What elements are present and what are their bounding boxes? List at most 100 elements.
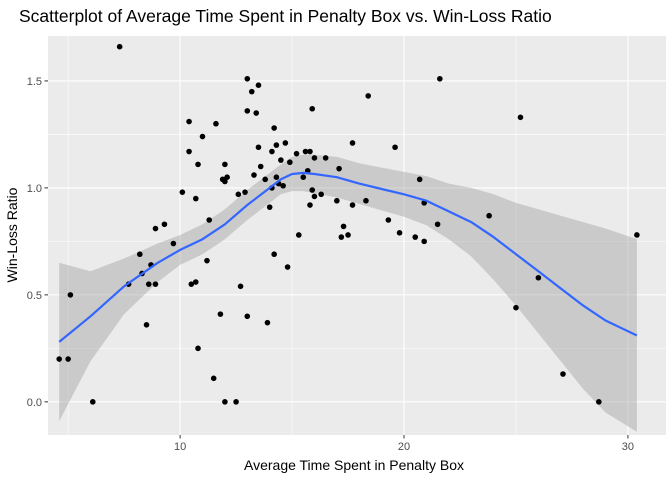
data-point <box>271 251 277 258</box>
minor-gridlines <box>48 36 666 435</box>
data-point <box>145 281 152 287</box>
y-tick-label: 0.5 <box>27 290 42 302</box>
data-point <box>412 234 419 240</box>
data-point <box>143 322 150 328</box>
data-point <box>273 142 280 148</box>
plot-panel <box>48 36 666 435</box>
data-point <box>392 144 398 151</box>
data-point <box>253 110 260 116</box>
data-point <box>363 197 369 204</box>
smooth-line <box>58 171 638 343</box>
data-point <box>242 189 248 195</box>
data-point <box>248 88 255 95</box>
data-point <box>434 221 441 228</box>
data-point <box>293 150 300 157</box>
x-axis-label: Average Time Spent in Penalty Box <box>244 457 464 473</box>
data-point <box>192 195 199 202</box>
data-point <box>273 174 280 181</box>
data-point <box>264 319 271 326</box>
data-point <box>307 202 313 208</box>
data-point <box>266 204 273 210</box>
data-point <box>416 176 423 183</box>
data-point <box>596 399 602 405</box>
y-tick-label: 0.0 <box>27 397 42 409</box>
data-point <box>634 232 640 238</box>
y-tick-labels: 0.0 0.5 1.0 1.5 <box>27 76 42 409</box>
data-point <box>282 140 289 146</box>
x-tick-label: 20 <box>398 441 410 453</box>
data-point <box>300 174 307 181</box>
data-point <box>280 182 286 189</box>
data-point <box>295 232 302 238</box>
data-point <box>336 165 342 172</box>
data-point <box>535 274 542 281</box>
data-point <box>195 161 201 168</box>
data-point <box>287 159 293 166</box>
data-point <box>257 163 264 170</box>
data-point <box>206 217 213 223</box>
data-point <box>307 148 313 155</box>
data-point <box>338 234 345 240</box>
data-point <box>186 148 192 155</box>
data-point <box>334 197 340 204</box>
data-point <box>222 399 228 405</box>
data-point <box>222 178 228 185</box>
data-point <box>318 191 324 198</box>
data-point <box>311 193 318 200</box>
axis-ticks <box>44 80 629 439</box>
data-point <box>233 399 239 405</box>
data-point <box>284 264 291 270</box>
data-point <box>199 133 206 140</box>
data-point <box>222 161 228 168</box>
data-point <box>340 223 347 230</box>
data-points <box>56 43 640 405</box>
data-point <box>210 375 217 382</box>
data-point <box>349 140 356 146</box>
data-point <box>116 43 123 50</box>
data-point <box>244 313 251 320</box>
data-point <box>302 148 309 155</box>
data-point <box>89 399 96 405</box>
x-tick-label: 10 <box>174 441 186 453</box>
data-point <box>67 292 74 298</box>
data-point <box>213 120 219 127</box>
data-point <box>517 114 524 121</box>
data-point <box>204 257 210 264</box>
data-point <box>345 232 351 238</box>
data-point <box>311 155 318 161</box>
data-point <box>513 304 519 311</box>
data-point <box>309 187 316 193</box>
data-point <box>244 108 251 114</box>
data-point <box>161 221 168 228</box>
data-point <box>560 371 566 377</box>
data-point <box>192 279 199 285</box>
data-point <box>278 157 284 163</box>
data-point <box>152 281 159 287</box>
data-point <box>322 155 329 161</box>
data-point <box>269 148 275 155</box>
x-tick-label: 30 <box>622 441 634 453</box>
data-point <box>255 82 262 89</box>
data-point <box>65 356 71 362</box>
data-point <box>152 225 159 232</box>
data-point <box>235 191 242 198</box>
data-point <box>170 240 177 247</box>
data-point <box>251 172 257 178</box>
data-point <box>188 281 195 287</box>
confidence-band <box>59 154 637 432</box>
data-point <box>309 105 316 112</box>
data-point <box>224 174 230 181</box>
data-point <box>271 125 277 131</box>
data-point <box>437 75 443 82</box>
data-point <box>217 311 224 317</box>
y-tick-label: 1.5 <box>27 76 42 88</box>
x-tick-labels: 10 20 30 <box>174 441 634 453</box>
y-tick-label: 1.0 <box>27 183 42 195</box>
data-point <box>244 75 251 82</box>
data-point <box>486 212 492 219</box>
data-point <box>237 283 244 290</box>
data-point <box>186 118 192 125</box>
major-gridlines <box>48 36 666 435</box>
